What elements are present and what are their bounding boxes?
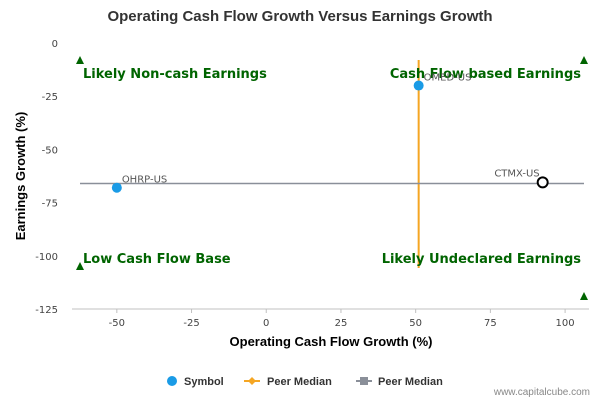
- legend-symbol-label: Symbol: [184, 376, 224, 388]
- legend-item-peer-median-horizontal[interactable]: Peer Median: [356, 376, 443, 388]
- data-point-ohrp-us: [111, 182, 122, 193]
- quadrant-marker-top-left: [76, 56, 84, 64]
- chart-title: Operating Cash Flow Growth Versus Earnin…: [107, 8, 492, 25]
- quadrant-marker-bottom-left: [76, 262, 84, 270]
- legend-symbol-marker: [167, 376, 177, 386]
- x-tick-label: 50: [409, 318, 422, 329]
- y-tick-label: -75: [42, 199, 58, 210]
- y-tick-label: 0: [52, 39, 58, 50]
- legend-item-peer-median-vertical[interactable]: Peer Median: [244, 376, 332, 388]
- y-axis-title: Earnings Growth (%): [13, 112, 28, 241]
- legend-square-marker: [360, 377, 368, 385]
- quadrant-label-bottom-left: Low Cash Flow Base: [83, 252, 231, 267]
- x-tick-label: 25: [335, 318, 348, 329]
- y-tick-labels: 0 -25 -50 -75 -100 -125: [35, 39, 58, 316]
- x-tick-label: -50: [109, 318, 125, 329]
- y-tick-label: -25: [42, 92, 58, 103]
- data-label-ohrp-us: OHRP-US: [122, 175, 167, 186]
- legend: Symbol Peer Median Peer Median: [167, 376, 443, 388]
- peer-median-lines: [80, 60, 584, 268]
- quadrant-marker-bottom-right: [580, 292, 588, 300]
- x-tick-label: 0: [263, 318, 269, 329]
- legend-peer-median-label: Peer Median: [267, 376, 332, 388]
- x-tick-labels: -50 -25 0 25 50 75 100: [109, 309, 575, 329]
- y-tick-label: -125: [35, 305, 58, 316]
- data-label-ctmx-us: CTMX-US: [494, 168, 539, 179]
- x-tick-label: 75: [484, 318, 497, 329]
- quadrant-label-bottom-right: Likely Undeclared Earnings: [382, 252, 582, 267]
- data-points: OMED-US OHRP-US CTMX-US: [111, 73, 549, 193]
- legend-peer-median-label: Peer Median: [378, 376, 443, 388]
- y-tick-label: -50: [42, 145, 58, 156]
- plot-area: [72, 43, 589, 309]
- data-point-omed-us: [413, 80, 424, 91]
- x-tick-label: -25: [183, 318, 199, 329]
- y-tick-label: -100: [35, 252, 58, 263]
- quadrant-marker-top-right: [580, 56, 588, 64]
- credit-text: www.capitalcube.com: [493, 387, 590, 398]
- data-label-omed-us: OMED-US: [424, 73, 472, 84]
- quadrant-markers: [76, 56, 588, 300]
- data-point-ctmx-us: [536, 176, 549, 189]
- legend-item-symbol[interactable]: Symbol: [167, 376, 224, 388]
- quadrant-label-top-right: Cash Flow based Earnings: [390, 67, 581, 82]
- quadrant-label-top-left: Likely Non-cash Earnings: [83, 67, 267, 82]
- x-tick-label: 100: [556, 318, 575, 329]
- legend-diamond-marker: [248, 377, 256, 385]
- x-axis-title: Operating Cash Flow Growth (%): [230, 334, 433, 349]
